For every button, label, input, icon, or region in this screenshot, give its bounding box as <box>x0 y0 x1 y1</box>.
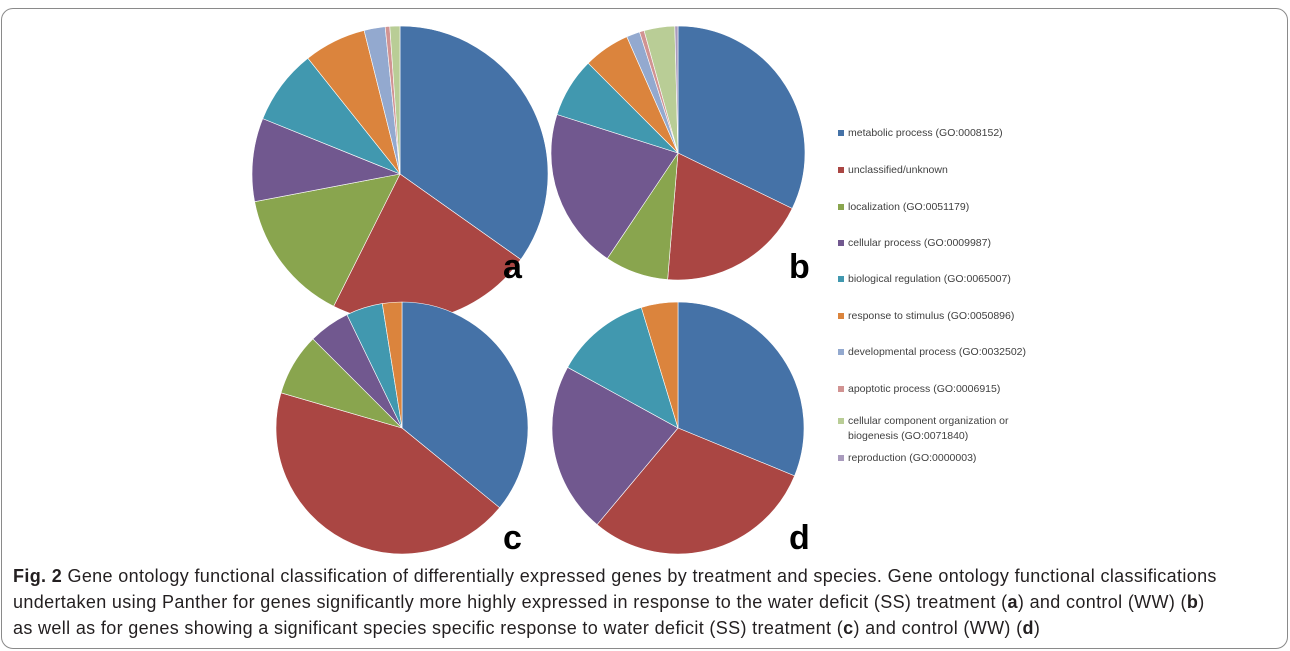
legend-item-cellular-component-organization: cellular component organization or bioge… <box>838 414 1038 444</box>
pie-a-slice-cellular-component-organization-or-biogenesis-go-0071840 <box>389 25 401 175</box>
caption-text: ) and control (WW) ( <box>853 618 1023 638</box>
caption-line-1: Fig. 2 Gene ontology functional classifi… <box>13 563 1217 589</box>
legend-label: biological regulation (GO:0065007) <box>848 272 1011 285</box>
legend-swatch <box>838 386 844 392</box>
pie-chart-d <box>551 301 805 555</box>
pie-charts <box>251 25 806 555</box>
caption-text: ) <box>1033 618 1041 638</box>
pie-b-slice-cellular-process-go-0009987 <box>550 114 679 259</box>
legend-item-biological-regulation: biological regulation (GO:0065007) <box>838 272 1038 287</box>
legend-swatch <box>838 240 844 246</box>
panel-label-a: a <box>503 248 522 286</box>
legend-label: developmental process (GO:0032502) <box>848 345 1027 358</box>
pie-c-slice-metabolic-process-go-0008152 <box>401 301 529 508</box>
caption-line-3: as well as for genes showing a significa… <box>13 615 1217 641</box>
legend-item-unclassified: unclassified/unknown <box>838 163 1038 178</box>
panel-label-b: b <box>789 248 810 286</box>
legend-item-response-to-stimulus: response to stimulus (GO:0050896) <box>838 309 1038 324</box>
panel-label-c: c <box>503 519 522 557</box>
caption-line-2: undertaken using Panther for genes signi… <box>13 589 1217 615</box>
pie-c-slice-response-to-stimulus-go-0050896 <box>381 301 403 429</box>
legend-swatch <box>838 167 844 173</box>
legend-label: unclassified/unknown <box>848 163 948 176</box>
pie-b-slice-unclassified-unknown <box>667 152 793 281</box>
pie-d-slice-response-to-stimulus-go-0050896 <box>641 301 679 429</box>
pie-b-slice-metabolic-process-go-0008152 <box>677 25 806 209</box>
legend-label: metabolic process (GO:0008152) <box>848 126 1003 139</box>
caption-text: undertaken using Panther for genes signi… <box>13 592 1008 612</box>
pie-a-slice-metabolic-process-go-0008152 <box>399 25 549 260</box>
figure-frame <box>1 8 1288 649</box>
pie-b-slice-reproduction-go-0000003 <box>674 25 679 154</box>
pie-d-slice-unclassified-unknown <box>596 427 795 555</box>
pie-chart-b <box>550 25 806 281</box>
caption-panel-ref-b: b <box>1186 592 1199 612</box>
legend-label: cellular component organization or bioge… <box>848 414 1009 442</box>
pie-a-slice-localization-go-0051179 <box>254 173 401 307</box>
legend-label: response to stimulus (GO:0050896) <box>848 309 1015 322</box>
legend-swatch <box>838 349 844 355</box>
figure-caption: Fig. 2 Gene ontology functional classifi… <box>13 563 1217 641</box>
legend-label: apoptotic process (GO:0006915) <box>848 382 1001 395</box>
pie-chart-a <box>251 25 549 323</box>
caption-panel-ref-d: d <box>1022 618 1034 638</box>
legend-swatch <box>838 130 844 136</box>
caption-text: ) <box>1198 592 1205 612</box>
legend-swatch <box>838 418 844 424</box>
caption-panel-ref-a: a <box>1007 592 1018 612</box>
caption-text: as well as for genes showing a significa… <box>13 618 844 638</box>
pie-a-slice-cellular-process-go-0009987 <box>251 118 401 203</box>
legend-item-reproduction: reproduction (GO:0000003) <box>838 451 1038 466</box>
legend-item-cellular-process: cellular process (GO:0009987) <box>838 236 1038 251</box>
caption-text: ) and control (WW) ( <box>1017 592 1187 612</box>
caption-panel-ref-c: c <box>843 618 854 638</box>
legend-swatch <box>838 276 844 282</box>
legend-item-developmental-process: developmental process (GO:0032502) <box>838 345 1038 360</box>
legend-label: cellular process (GO:0009987) <box>848 236 991 249</box>
legend-item-metabolic-process: metabolic process (GO:0008152) <box>838 126 1038 141</box>
legend-swatch <box>838 204 844 210</box>
panel-label-d: d <box>789 519 810 557</box>
legend-label: reproduction (GO:0000003) <box>848 451 977 464</box>
caption-label: Fig. 2 <box>13 566 63 586</box>
legend-item-apoptotic-process: apoptotic process (GO:0006915) <box>838 382 1038 397</box>
pie-d-slice-metabolic-process-go-0008152 <box>677 301 805 477</box>
legend-label: localization (GO:0051179) <box>848 200 970 213</box>
pie-c-slice-unclassified-unknown <box>275 392 500 555</box>
legend-item-localization: localization (GO:0051179) <box>838 200 1038 215</box>
caption-text: Gene ontology functional classification … <box>67 566 1217 586</box>
legend-swatch <box>838 313 844 319</box>
pie-chart-c <box>275 301 529 555</box>
legend-swatch <box>838 455 844 461</box>
pie-d-slice-cellular-process-go-0009987 <box>551 367 679 525</box>
